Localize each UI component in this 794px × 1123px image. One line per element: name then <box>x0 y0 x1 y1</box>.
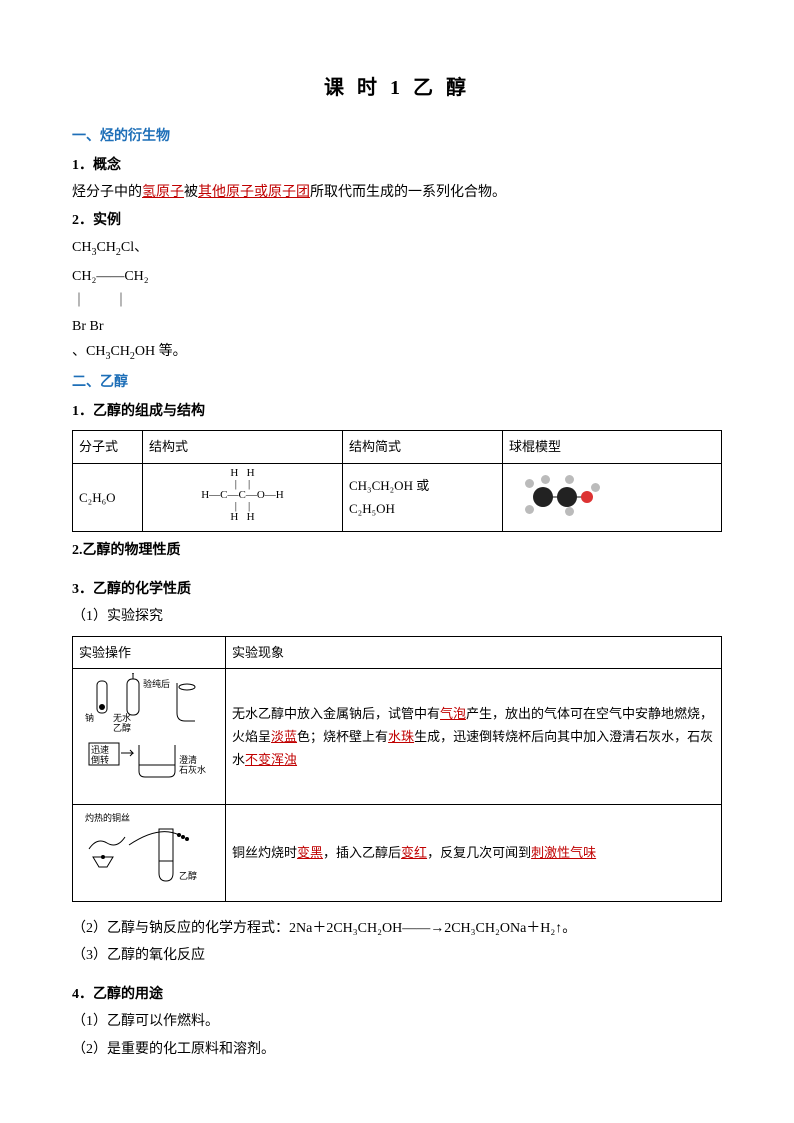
hl: 变黑 <box>297 845 323 860</box>
t: 色；烧杯壁上有 <box>297 729 388 744</box>
ball-stick-model <box>509 469 599 519</box>
th: 球棍模型 <box>503 431 722 463</box>
hydrogen-atom <box>591 483 600 492</box>
r: Br Br <box>72 314 722 339</box>
r: ｜ ｜ <box>72 289 722 314</box>
s2-4-1: （1）乙醇可以作燃料。 <box>72 1009 722 1034</box>
svg-text:无水: 无水 <box>113 712 131 723</box>
carbon-atom <box>557 487 577 507</box>
s2-3-1: （1）实验探究 <box>72 604 722 629</box>
cell-condensed: CH₃CH₂OH 或 C₂H₅OH <box>343 463 503 531</box>
s2-3-3: （3）乙醇的氧化反应 <box>72 943 722 968</box>
cell-model <box>503 463 722 531</box>
t: CH₃CH₂OH 或 <box>349 474 496 497</box>
exp2-figure: 灼热的铜丝 乙醇 <box>73 805 226 901</box>
cell-formula: C₂H₆O <box>73 463 143 531</box>
spacer <box>72 970 722 980</box>
hl: 其他原子或原子团 <box>198 185 310 200</box>
spacer <box>72 565 722 575</box>
f: CH <box>96 240 115 255</box>
cell-structural: H H | | H—C—C—O—H | | H H <box>143 463 343 531</box>
txt: 所取代而生成的一系列化合物。 <box>310 185 506 200</box>
f: OH 等。 <box>135 344 187 359</box>
f: 、CH <box>72 344 105 359</box>
hl: 氢原子 <box>142 185 184 200</box>
s2-4: 4．乙醇的用途 <box>72 982 722 1007</box>
s2-3-2: （2）乙醇与钠反应的化学方程式：2Na＋2CH₃CH₂OH——→2CH₃CH₂O… <box>72 916 722 941</box>
s2-2: 2.乙醇的物理性质 <box>72 538 722 563</box>
r: H H <box>201 512 284 523</box>
hl: 水珠 <box>388 729 414 744</box>
svg-text:钠: 钠 <box>85 712 94 723</box>
th: 实验现象 <box>226 636 722 668</box>
structural-formula: H H | | H—C—C—O—H | | H H <box>201 468 284 523</box>
svg-text:验纯后: 验纯后 <box>143 678 170 689</box>
page-title: 课 时 1 乙 醇 <box>72 70 722 106</box>
s2-1: 1．乙醇的组成与结构 <box>72 399 722 424</box>
experiment-1-icon: 验纯后 钠 无水 乙醇 迅速 倒转 澄清 石灰水 <box>79 673 219 793</box>
txt: 被 <box>184 185 198 200</box>
oxygen-atom <box>581 491 593 503</box>
svg-text:灼热的铜丝: 灼热的铜丝 <box>85 812 130 823</box>
f: CH <box>72 240 91 255</box>
exp1-figure: 验纯后 钠 无水 乙醇 迅速 倒转 澄清 石灰水 <box>73 669 226 805</box>
hydrogen-atom <box>565 507 574 516</box>
hydrogen-atom <box>525 505 534 514</box>
exp2-observation: 铜丝灼烧时变黑，插入乙醇后变红，反复几次可闻到刺激性气味 <box>226 805 722 901</box>
svg-text:石灰水: 石灰水 <box>179 764 206 775</box>
svg-text:迅速: 迅速 <box>91 745 109 755</box>
svg-text:倒转: 倒转 <box>91 754 109 765</box>
th: 实验操作 <box>73 636 226 668</box>
example-label: 2．实例 <box>72 208 722 233</box>
s2-4-2: （2）是重要的化工原料和溶剂。 <box>72 1037 722 1062</box>
hl: 刺激性气味 <box>531 845 596 860</box>
svg-text:乙醇: 乙醇 <box>113 722 131 733</box>
r: CH₂——CH₂ <box>72 264 722 289</box>
hl: 气泡 <box>440 706 466 721</box>
t: 无水乙醇中放入金属钠后，试管中有 <box>232 706 440 721</box>
hydrogen-atom <box>565 475 574 484</box>
svg-text:澄清: 澄清 <box>179 754 197 765</box>
f: Cl、 <box>121 240 148 255</box>
exp1-observation: 无水乙醇中放入金属钠后，试管中有气泡产生，放出的气体可在空气中安静地燃烧，火焰呈… <box>226 669 722 805</box>
t: ，插入乙醇后 <box>323 845 401 860</box>
section-1-head: 一、烃的衍生物 <box>72 124 722 149</box>
hl: 变红 <box>401 845 427 860</box>
hl: 淡蓝 <box>271 729 297 744</box>
th: 结构式 <box>143 431 343 463</box>
hl: 不变浑浊 <box>245 752 297 767</box>
example-line: CH3CH2Cl、 <box>72 235 722 262</box>
t: 铜丝灼烧时 <box>232 845 297 860</box>
section-2-head: 二、乙醇 <box>72 370 722 395</box>
th: 结构简式 <box>343 431 503 463</box>
composition-table: 分子式 结构式 结构简式 球棍模型 C₂H₆O H H | | H—C—C—O—… <box>72 430 722 532</box>
s2-3: 3．乙醇的化学性质 <box>72 577 722 602</box>
svg-text:乙醇: 乙醇 <box>179 870 197 881</box>
txt: 烃分子中的 <box>72 185 142 200</box>
th: 分子式 <box>73 431 143 463</box>
concept-label: 1．概念 <box>72 153 722 178</box>
hydrogen-atom <box>541 475 550 484</box>
experiment-table: 实验操作 实验现象 验纯后 钠 无水 乙醇 迅速 倒转 <box>72 636 722 902</box>
experiment-2-icon: 灼热的铜丝 乙醇 <box>79 809 219 889</box>
f: CH <box>110 344 129 359</box>
hydrogen-atom <box>525 479 534 488</box>
concept-text: 烃分子中的氢原子被其他原子或原子团所取代而生成的一系列化合物。 <box>72 180 722 205</box>
carbon-atom <box>533 487 553 507</box>
t: ，反复几次可闻到 <box>427 845 531 860</box>
spacer <box>72 908 722 914</box>
t: C₂H₅OH <box>349 497 496 520</box>
